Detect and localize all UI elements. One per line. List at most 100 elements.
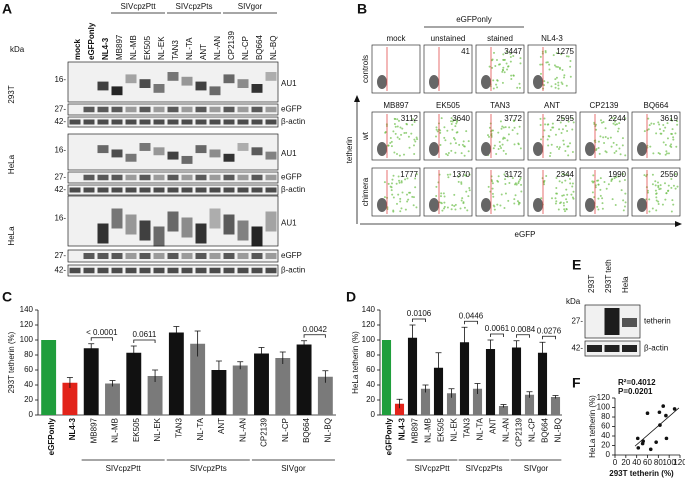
error-bar — [66, 377, 73, 388]
flow-event — [540, 197, 543, 200]
flow-event — [463, 174, 466, 177]
flow-event — [436, 130, 439, 133]
flow-event — [553, 64, 556, 67]
flow-event — [513, 120, 516, 123]
flow-event — [607, 183, 610, 186]
flow-event — [618, 122, 621, 125]
flow-event — [492, 147, 495, 150]
y-tick-label: 0 — [371, 410, 376, 419]
flow-event — [554, 86, 557, 89]
group-label: SIVgor — [524, 464, 549, 473]
scatter-point — [672, 407, 677, 411]
flow-event — [567, 145, 570, 148]
flow-event — [396, 125, 399, 128]
lane-label: NL-BQ — [269, 36, 278, 60]
flow-event — [410, 132, 413, 135]
bar — [232, 365, 248, 415]
flow-event — [658, 128, 661, 131]
y-tick-label: 80 — [366, 350, 375, 359]
flow-event — [615, 123, 618, 126]
flow-event — [513, 183, 516, 186]
blot-band — [83, 119, 95, 125]
error-bar — [194, 330, 201, 357]
blot-band — [209, 86, 221, 96]
flow-event — [440, 117, 443, 120]
flow-event — [450, 120, 453, 123]
error-bar — [487, 339, 494, 358]
flow-event — [615, 176, 618, 179]
lane-label: 293T — [587, 275, 596, 293]
flow-event — [446, 129, 449, 132]
flow-event — [545, 61, 548, 64]
blot-band — [223, 174, 235, 181]
flow-event — [501, 70, 504, 73]
error-bar — [301, 340, 308, 349]
flow-event — [571, 185, 574, 188]
blot-label: AU1 — [281, 79, 297, 88]
flow-event — [610, 145, 613, 148]
blot-band — [181, 267, 193, 274]
blot-band — [237, 253, 249, 259]
flow-event — [408, 146, 411, 149]
flow-event — [594, 123, 597, 126]
flow-event — [618, 180, 621, 183]
flow-event — [597, 183, 600, 186]
flow-event — [394, 132, 397, 135]
flow-event — [500, 193, 503, 196]
flow-event — [400, 180, 403, 183]
flow-event — [675, 145, 678, 148]
blot-band — [223, 267, 235, 274]
kda-marker: 42- — [54, 185, 66, 194]
flow-event — [399, 126, 402, 129]
flow-event — [453, 118, 456, 121]
x-tick-label: NL-BQ — [554, 418, 563, 442]
flow-event — [651, 207, 654, 210]
blot-band — [251, 267, 263, 274]
flow-event — [609, 136, 612, 139]
flow-event — [413, 138, 416, 141]
flow-event — [551, 122, 554, 125]
flow-event — [468, 173, 471, 176]
blot-band — [153, 106, 165, 113]
flow-event — [564, 179, 567, 182]
error-bar — [539, 341, 546, 364]
flow-event — [415, 206, 418, 209]
x-axis-label: 293T tetherin (%) — [609, 469, 674, 478]
flow-event — [439, 195, 442, 198]
plot-label: unstained — [431, 34, 466, 43]
flow-event — [572, 197, 575, 200]
plot-label: NL4-3 — [541, 34, 563, 43]
flow-event — [667, 184, 670, 187]
flow-event — [518, 82, 521, 85]
blot-band — [237, 143, 249, 151]
x-tick-label: MB897 — [89, 417, 98, 443]
flow-event — [546, 61, 549, 64]
flow-event — [463, 145, 466, 148]
flow-event — [648, 198, 651, 201]
blot-band — [139, 174, 151, 181]
flow-event — [408, 191, 411, 194]
plot-value: 3447 — [504, 47, 522, 56]
error-bar — [552, 395, 559, 399]
blot-band — [167, 253, 179, 259]
flow-event — [651, 173, 654, 176]
flow-event — [604, 136, 607, 139]
lane-label: BQ664 — [255, 35, 264, 60]
flow-event — [453, 193, 456, 196]
flow-event — [499, 120, 502, 123]
flow-event — [557, 87, 560, 90]
row-label: controls — [361, 55, 370, 83]
flow-cluster — [585, 198, 595, 212]
blot-band — [209, 187, 221, 193]
flow-event — [674, 173, 677, 176]
flow-event — [654, 180, 657, 183]
flow-event — [454, 151, 457, 154]
flow-event — [550, 85, 553, 88]
bar — [83, 348, 99, 415]
plot-label: stained — [487, 34, 513, 43]
flow-event — [395, 202, 398, 205]
blot-band — [167, 174, 179, 181]
x-tick-label: NL-AN — [238, 418, 247, 442]
flow-event — [497, 131, 500, 134]
blot-band — [83, 106, 95, 113]
